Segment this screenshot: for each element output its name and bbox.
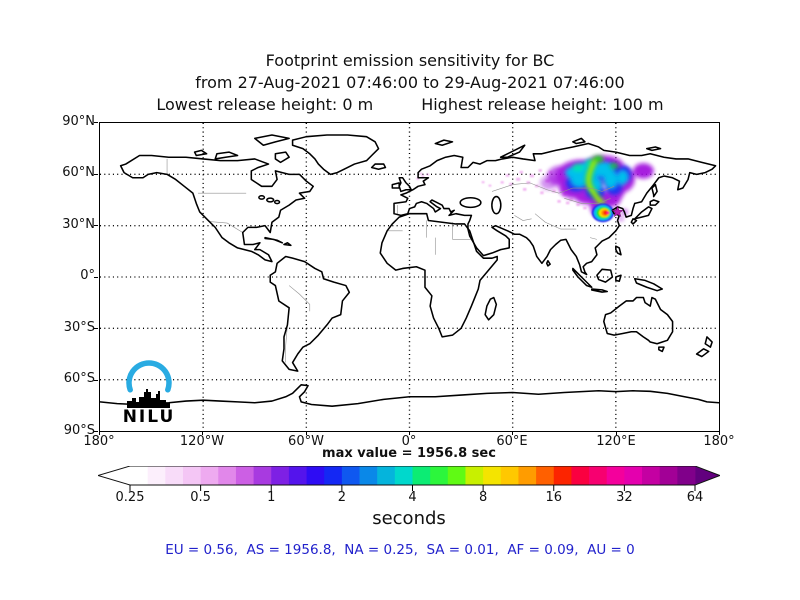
- plume-speckles: [416, 169, 587, 210]
- lon-axis-tick: [305, 431, 307, 435]
- lat-axis-tick: [94, 122, 98, 123]
- cb-tick-8: 8: [478, 490, 488, 505]
- title-block: Footprint emission sensitivity for BC fr…: [90, 50, 730, 116]
- colorbar-cell: [182, 466, 202, 485]
- lon-label-120w: 120°W: [179, 434, 225, 449]
- lat-label-30s: 30°S: [63, 320, 95, 335]
- cb-tick-2: 2: [337, 490, 347, 505]
- cb-tick-32: 32: [616, 490, 633, 505]
- lon-axis-tick: [512, 431, 514, 435]
- lowest-release-height-label: Lowest release height: 0 m: [156, 95, 374, 114]
- cb-tick-4: 4: [408, 490, 417, 505]
- lat-label-30n: 30°N: [62, 217, 95, 232]
- lat-label-60n: 60°N: [62, 165, 95, 180]
- colorbar-cell: [130, 466, 149, 485]
- lon-axis-tick: [409, 431, 410, 435]
- colorbar-cell: [589, 466, 608, 485]
- colorbar-cell: [500, 466, 519, 485]
- colorbar-cell: [659, 466, 678, 485]
- colorbar-cell: [165, 466, 184, 485]
- lon-axis-tick: [719, 431, 720, 435]
- region-values-text: EU = 0.56, AS = 1956.8, NA = 0.25, SA = …: [165, 542, 635, 558]
- colorbar-cell: [288, 466, 307, 485]
- cb-tick-0_25: 0.25: [115, 490, 145, 505]
- lon-axis-tick: [202, 431, 204, 435]
- lon-label-180e: 180°: [703, 434, 735, 449]
- subtitle-period: from 27-Aug-2021 07:46:00 to 29-Aug-2021…: [195, 73, 625, 92]
- nilu-logo-text: NILU: [123, 407, 176, 424]
- cb-tick-64: 64: [686, 490, 704, 505]
- lat-axis-tick: [94, 379, 98, 381]
- max-value-label: max value = 1956.8 sec: [322, 446, 496, 461]
- highest-release-height-label: Highest release height: 100 m: [421, 95, 664, 114]
- release-point-star: [611, 205, 624, 217]
- colorbar-cell: [147, 466, 166, 485]
- colorbar-cell: [447, 466, 466, 485]
- colorbar: [98, 466, 720, 492]
- colorbar-cell: [200, 466, 219, 485]
- colorbar-cell: [341, 466, 360, 485]
- cb-tick-0_5: 0.5: [190, 490, 211, 505]
- colorbar-svg: [98, 466, 720, 491]
- page-title: Footprint emission sensitivity for BC: [265, 51, 555, 70]
- lon-label-0: 0°: [401, 434, 417, 449]
- lat-axis-tick: [94, 276, 98, 278]
- colorbar-cell: [483, 466, 502, 485]
- colorbar-cell: [218, 466, 237, 485]
- colorbar-cell: [306, 466, 325, 485]
- lat-label-90n: 90°N: [62, 114, 95, 129]
- colorbar-units-label: seconds: [372, 508, 446, 529]
- colorbar-cell: [536, 466, 555, 485]
- colorbar-cell: [518, 466, 537, 485]
- colorbar-cell: [253, 466, 272, 485]
- colorbar-cell: [642, 466, 661, 485]
- colorbar-cell: [412, 466, 431, 485]
- lat-axis-tick: [94, 431, 98, 432]
- nilu-logo-arc: [126, 360, 172, 393]
- colorbar-cell: [571, 466, 590, 485]
- lat-label-60s: 60°S: [63, 371, 95, 386]
- nilu-logo-skyline: [127, 389, 170, 408]
- lon-label-120e: 120°E: [596, 434, 636, 449]
- plume-hotspot: [591, 203, 615, 223]
- lon-axis-tick: [615, 431, 617, 435]
- colorbar-tick-labels: 0.25 0.5 1 2 4 8 16 32 64: [98, 490, 720, 506]
- nilu-logo: NILU: [117, 356, 181, 427]
- world-map: [100, 123, 719, 431]
- lat-axis-tick: [94, 328, 98, 329]
- lat-axis-tick: [94, 225, 98, 226]
- colorbar-cell: [677, 466, 696, 485]
- colorbar-cell: [394, 466, 413, 485]
- colorbar-left-arrow: [98, 466, 130, 485]
- coastlines: [100, 134, 719, 408]
- country-borders: [167, 159, 614, 363]
- colorbar-cell: [553, 466, 572, 485]
- release-height-line: Lowest release height: 0 m Highest relea…: [90, 94, 730, 116]
- map-plot-area: [99, 122, 720, 432]
- lon-label-60e: 60°E: [496, 434, 528, 449]
- colorbar-cell: [465, 466, 484, 485]
- colorbar-cell: [359, 466, 378, 485]
- lon-label-180w: 180°: [83, 434, 115, 449]
- cb-tick-16: 16: [545, 490, 563, 505]
- lat-label-90s: 90°S: [63, 423, 95, 438]
- lon-label-60w: 60°W: [288, 434, 324, 449]
- colorbar-cell: [235, 466, 254, 485]
- lat-label-0: 0°: [80, 268, 95, 283]
- colorbar-cell: [324, 466, 343, 485]
- colorbar-cell: [606, 466, 625, 485]
- colorbar-cell: [377, 466, 396, 485]
- cb-tick-1: 1: [267, 490, 276, 505]
- lon-axis-tick: [99, 431, 100, 435]
- lat-axis-tick: [94, 173, 98, 175]
- colorbar-right-arrow: [695, 466, 720, 485]
- colorbar-cell: [624, 466, 643, 485]
- plume-green-streak: [585, 155, 619, 208]
- colorbar-cell: [430, 466, 449, 485]
- colorbar-cell: [271, 466, 290, 485]
